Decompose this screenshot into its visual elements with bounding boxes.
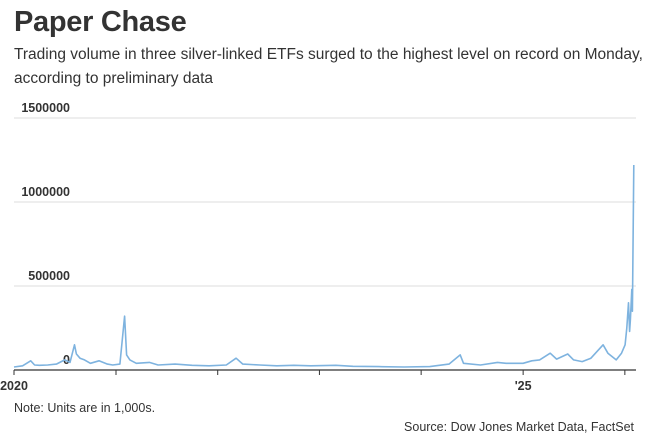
series-line — [13, 164, 635, 368]
y-tick-label: 1500000 — [21, 101, 70, 115]
y-tick-label: 1000000 — [21, 185, 70, 199]
x-tick-label: 2020 — [0, 379, 28, 393]
source-credit: Source: Dow Jones Market Data, FactSet — [404, 420, 634, 434]
footnote: Note: Units are in 1,000s. — [14, 401, 156, 415]
chart-subtitle: Trading volume in three silver-linked ET… — [14, 46, 643, 87]
y-tick-label: 500000 — [28, 269, 70, 283]
chart-title: Paper Chase — [14, 6, 187, 38]
x-tick-label: '25 — [515, 379, 532, 393]
